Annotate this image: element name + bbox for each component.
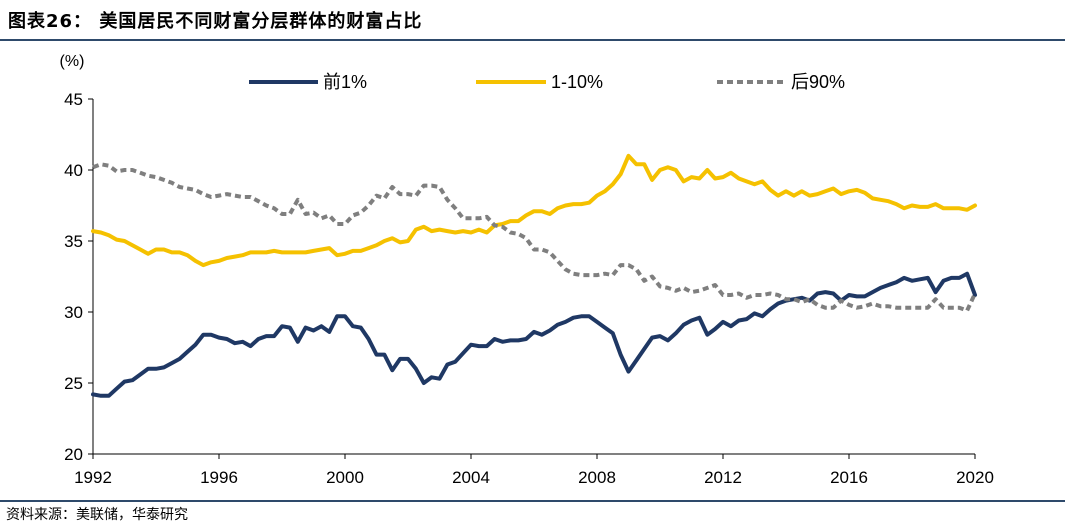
series-lines [91,153,977,398]
x-tick-label: 2016 [830,468,868,487]
series-line-1 [91,271,977,398]
legend: 前1% 1-10% 后90% [249,72,845,92]
series-line-3 [92,162,977,313]
x-tick-label: 1992 [74,468,112,487]
y-tick-label: 45 [64,90,83,109]
y-tick-label: 30 [64,303,83,322]
y-unit-label: (%) [60,53,85,70]
legend-label: 前1% [323,72,367,92]
series-line-2 [91,153,977,268]
x-tick-label: 2008 [578,468,616,487]
x-tick-label: 2020 [956,468,994,487]
x-tick-label: 2004 [452,468,490,487]
y-tick-label: 25 [64,374,83,393]
title-divider [0,39,1065,41]
x-tick-label: 2012 [704,468,742,487]
axes: 20 25 30 35 40 45 1992 1996 2000 2004 2008 2012 2016… [64,90,994,487]
y-tick-label: 40 [64,161,83,180]
footer-divider [0,500,1065,502]
legend-label: 后90% [791,72,845,92]
line-chart: (%) 20 25 30 35 40 45 1992 1996 2000 2004 2008 2012… [60,53,994,487]
source-note: 资料来源：美联储，华泰研究 [6,507,188,523]
page-title: 图表26： 美国居民不同财富分层群体的财富占比 [8,11,423,32]
y-tick-label: 35 [64,232,83,251]
legend-label: 1-10% [551,72,603,92]
x-tick-label: 1996 [200,468,238,487]
x-tick-label: 2000 [326,468,364,487]
y-tick-label: 20 [64,445,83,464]
